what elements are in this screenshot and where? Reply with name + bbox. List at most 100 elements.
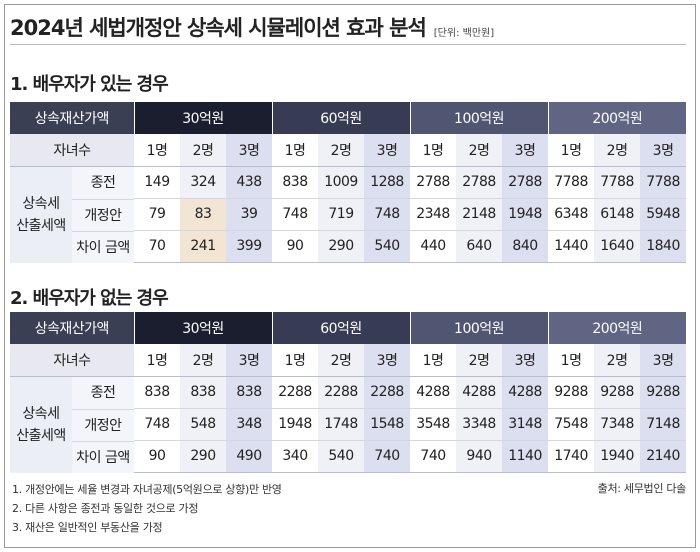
footnote: 1. 개정안에는 세율 변경과 자녀공제(5억원으로 상향)만 반영: [12, 483, 282, 496]
children-header: 2명: [456, 134, 503, 167]
table-cell-highlighted: 241: [180, 229, 226, 264]
table-cell: 149: [134, 166, 180, 199]
table-cell: 748: [272, 197, 319, 231]
children-header: 3명: [502, 344, 549, 377]
children-header: 2명: [180, 134, 226, 167]
table-cell: 6348: [548, 197, 595, 231]
table-cell: 340: [272, 439, 319, 474]
unit-label: [단위: 백만원]: [433, 28, 495, 39]
table-cell: 440: [410, 229, 457, 264]
table-cell: 748: [134, 407, 180, 441]
children-header: 3명: [502, 134, 549, 167]
table-cell: 1948: [502, 197, 549, 231]
table-cell: 840: [502, 229, 549, 264]
table-cell: 490: [226, 439, 273, 474]
title-row: 2024년 세법개정안 상속세 시뮬레이션 효과 분석 [단위: 백만원]: [10, 12, 494, 42]
row-group-label-line2: 산출세액: [16, 217, 66, 234]
children-header: 1명: [272, 134, 319, 167]
children-header: 1명: [134, 134, 180, 167]
table-cell: 324: [180, 166, 226, 199]
table-cell: 2288: [318, 376, 365, 409]
table-with-spouse: 상속재산가액 30억원 60억원 100억원 200억원 자녀수 1명 2명 3…: [10, 102, 687, 264]
table-cell: 39: [226, 197, 273, 231]
table-row: 70 241 399 90 290 540 440 640 840 1440 1…: [10, 229, 687, 264]
table-cell: 548: [180, 407, 226, 441]
table-cell: 3548: [410, 407, 457, 441]
table-cell: 6148: [594, 197, 641, 231]
row-label-previous: 종전: [72, 166, 134, 199]
source-credit: 출처: 세무법인 다솔: [597, 482, 687, 495]
table-cell: 748: [364, 197, 411, 231]
row-group-label: 상속세 산출세액 종전 개정안 차이 금액: [10, 376, 134, 473]
asset-header-100: 100억원: [409, 102, 549, 134]
asset-header-200: 200억원: [547, 312, 687, 344]
table-cell: 438: [226, 166, 273, 199]
row-group-label-line1: 상속세: [22, 195, 60, 212]
table-cell: 740: [364, 439, 411, 474]
table-row: 상속세 산출세액 종전 개정안 차이 금액 838 838 838 2288 2…: [10, 376, 687, 473]
table-row: 상속세 산출세액 종전 개정안 차이 금액 149 324 438 838 10…: [10, 166, 687, 263]
table-cell: 7788: [594, 166, 641, 199]
table-cell: 7148: [640, 407, 687, 441]
table-cell: 1740: [548, 439, 595, 474]
children-header-label: 자녀수: [10, 344, 134, 377]
table-cell: 90: [272, 229, 319, 264]
table-cell: 79: [134, 197, 180, 231]
asset-header-30: 30억원: [133, 312, 273, 344]
table-cell: 7788: [640, 166, 687, 199]
children-header: 2명: [594, 344, 641, 377]
table-cell: 1748: [318, 407, 365, 441]
asset-header-label: 상속재산가액: [10, 312, 134, 344]
table-cell: 1640: [594, 229, 641, 264]
table-cell: 1948: [272, 407, 319, 441]
page-title: 2024년 세법개정안 상속세 시뮬레이션 효과 분석: [10, 16, 427, 40]
table-cell: 1548: [364, 407, 411, 441]
table-cell: 290: [180, 439, 226, 474]
table-cell: 4288: [502, 376, 549, 409]
children-header: 3명: [226, 134, 273, 167]
children-header: 3명: [640, 344, 687, 377]
table-cell: 2288: [272, 376, 319, 409]
table-cell: 2348: [410, 197, 457, 231]
footnote: 3. 재산은 일반적인 부동산을 가정: [12, 521, 163, 534]
footnote: 2. 다른 사항은 종전과 동일한 것으로 가정: [12, 502, 199, 515]
children-header: 1명: [272, 344, 319, 377]
table-cell: 348: [226, 407, 273, 441]
table-cell: 838: [272, 166, 319, 199]
asset-header-60: 60억원: [271, 312, 411, 344]
row-label-revised: 개정안: [72, 198, 134, 231]
table-cell: 90: [134, 439, 180, 474]
table-cell: 2788: [456, 166, 503, 199]
table-cell: 1288: [364, 166, 411, 199]
table-cell: 1940: [594, 439, 641, 474]
table-cell: 1440: [548, 229, 595, 264]
children-header: 2명: [456, 344, 503, 377]
row-group-label-line2: 산출세액: [16, 427, 66, 444]
table-without-spouse: 상속재산가액 30억원 60억원 100억원 200억원 자녀수 1명 2명 3…: [10, 312, 687, 474]
children-header: 2명: [180, 344, 226, 377]
table-cell: 4288: [410, 376, 457, 409]
table-cell: 1840: [640, 229, 687, 264]
table-cell: 540: [364, 229, 411, 264]
row-group-label-text: 상속세 산출세액: [10, 166, 72, 263]
table-cell: 4288: [456, 376, 503, 409]
table-cell: 3348: [456, 407, 503, 441]
table-cell-highlighted: 83: [180, 197, 226, 231]
table-cell: 3148: [502, 407, 549, 441]
table-cell: 719: [318, 197, 365, 231]
children-header: 3명: [226, 344, 273, 377]
table-cell: 1140: [502, 439, 549, 474]
children-header: 1명: [410, 344, 457, 377]
table-cell: 2788: [502, 166, 549, 199]
header-row-children: 자녀수 1명 2명 3명 1명 2명 3명 1명 2명 3명 1명 2명 3명: [10, 134, 687, 167]
table-cell: 838: [226, 376, 273, 409]
table-cell: 1009: [318, 166, 365, 199]
row-label-previous: 종전: [72, 376, 134, 409]
table-cell: 2288: [364, 376, 411, 409]
asset-header-60: 60억원: [271, 102, 411, 134]
table-cell: 9288: [548, 376, 595, 409]
asset-header-label: 상속재산가액: [10, 102, 134, 134]
table-cell: 7348: [594, 407, 641, 441]
section-heading-without-spouse: 2. 배우자가 없는 경우: [10, 288, 169, 309]
row-label-difference: 차이 금액: [72, 230, 134, 263]
